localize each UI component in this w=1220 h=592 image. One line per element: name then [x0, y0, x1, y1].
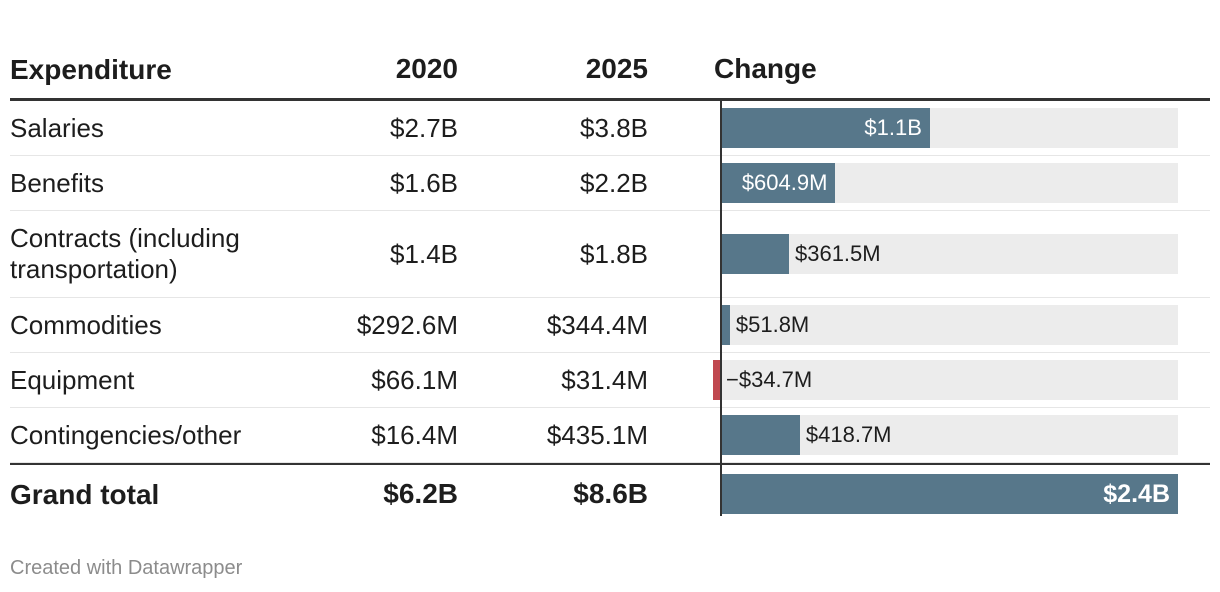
row-name: Equipment	[10, 364, 135, 395]
value-2020: $16.4M	[371, 419, 458, 450]
table-body: Salaries $2.7B $3.8B $1.1B Benefits $1.6B $2.2…	[10, 101, 1210, 463]
change-bar-track: $418.7M	[720, 415, 1178, 455]
change-zero-axis	[720, 100, 722, 516]
change-bar	[720, 415, 800, 455]
change-label: $418.7M	[805, 422, 892, 447]
row-name: Contingencies/other	[10, 419, 242, 450]
table-row: Contingencies/other $16.4M $435.1M $418.7M	[10, 408, 1210, 463]
row-name: Benefits	[10, 167, 104, 198]
row-name: Commodities	[10, 309, 162, 340]
value-2020: $6.2B	[383, 478, 458, 509]
value-2025: $8.6B	[573, 478, 648, 509]
table-row: Salaries $2.7B $3.8B $1.1B	[10, 101, 1210, 156]
change-bar	[720, 234, 789, 274]
header-expenditure: Expenditure	[10, 53, 172, 85]
header-2025: 2025	[585, 53, 648, 84]
change-label: $51.8M	[735, 312, 810, 337]
change-label: −$34.7M	[726, 367, 813, 392]
change-label: $604.9M	[741, 170, 828, 195]
value-2025: $2.2B	[580, 167, 648, 198]
value-2020: $66.1M	[371, 364, 458, 395]
change-bar-track: $1.1B	[720, 108, 1178, 148]
value-2025: $1.8B	[580, 238, 648, 269]
change-bar	[720, 108, 930, 148]
change-bar-track: $604.9M	[720, 163, 1178, 203]
footer-credit[interactable]: Created with Datawrapper	[10, 557, 243, 579]
expenditure-table: Expenditure 2020 2025 Change Salaries $2.…	[10, 40, 1210, 523]
row-name: Salaries	[10, 112, 104, 143]
value-2020: $292.6M	[356, 309, 458, 340]
table-row: Contracts (including transportation) $1.4…	[10, 211, 1210, 298]
change-label: $361.5M	[794, 241, 881, 266]
value-2025: $435.1M	[546, 419, 648, 450]
value-2025: $3.8B	[580, 112, 648, 143]
value-2020: $2.7B	[390, 112, 458, 143]
header-2020: 2020	[395, 53, 458, 84]
value-2025: $344.4M	[546, 309, 648, 340]
change-bar-track: $361.5M	[720, 234, 1178, 274]
value-2020: $1.4B	[390, 238, 458, 269]
header-change: Change	[714, 53, 817, 84]
row-name: Contracts (including transportation)	[10, 223, 240, 284]
change-label: $2.4B	[1103, 480, 1170, 508]
value-2025: $31.4M	[561, 364, 648, 395]
value-2020: $1.6B	[390, 167, 458, 198]
change-bar-track: $51.8M	[720, 305, 1178, 345]
table-row: Benefits $1.6B $2.2B $604.9M	[10, 156, 1210, 211]
table-row: Commodities $292.6M $344.4M $51.8M	[10, 298, 1210, 353]
row-name: Grand total	[10, 478, 160, 510]
total-row: Grand total $6.2B $8.6B $2.4B	[10, 463, 1210, 523]
change-bar	[720, 163, 836, 203]
table-row: Equipment $66.1M $31.4M −$34.7M	[10, 353, 1210, 408]
change-bar-track: $2.4B	[720, 474, 1178, 514]
change-bar	[713, 360, 720, 400]
change-bar	[720, 305, 730, 345]
table-total: Grand total $6.2B $8.6B $2.4B	[10, 463, 1210, 523]
table-header: Expenditure 2020 2025 Change	[10, 40, 1210, 101]
change-label: $1.1B	[864, 115, 922, 140]
change-bar	[720, 474, 1178, 514]
change-bar-track: −$34.7M	[713, 360, 1178, 400]
